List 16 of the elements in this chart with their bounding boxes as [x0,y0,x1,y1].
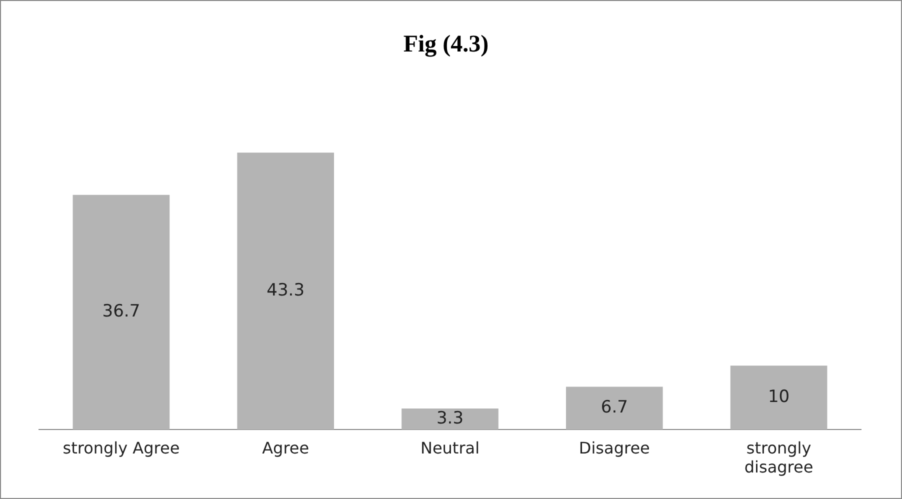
bar [402,408,498,430]
bar [730,366,828,430]
x-tick-label: strongly Agree [62,438,180,458]
data-label: 3.3 [436,408,464,428]
x-tick-label: Neutral [420,438,480,458]
x-tick-label: Disagree [578,438,650,458]
data-label: 10 [768,387,790,408]
data-label: 43.3 [266,280,305,301]
bar [566,386,663,430]
x-tick-label: Agree [262,438,310,458]
chart-title: Fig (4.3) [403,32,489,58]
data-label: 6.7 [600,398,628,418]
data-label: 36.7 [102,302,140,322]
bar [72,194,170,430]
x-tick-label: strongly disagree [744,438,814,477]
bar [237,152,334,430]
